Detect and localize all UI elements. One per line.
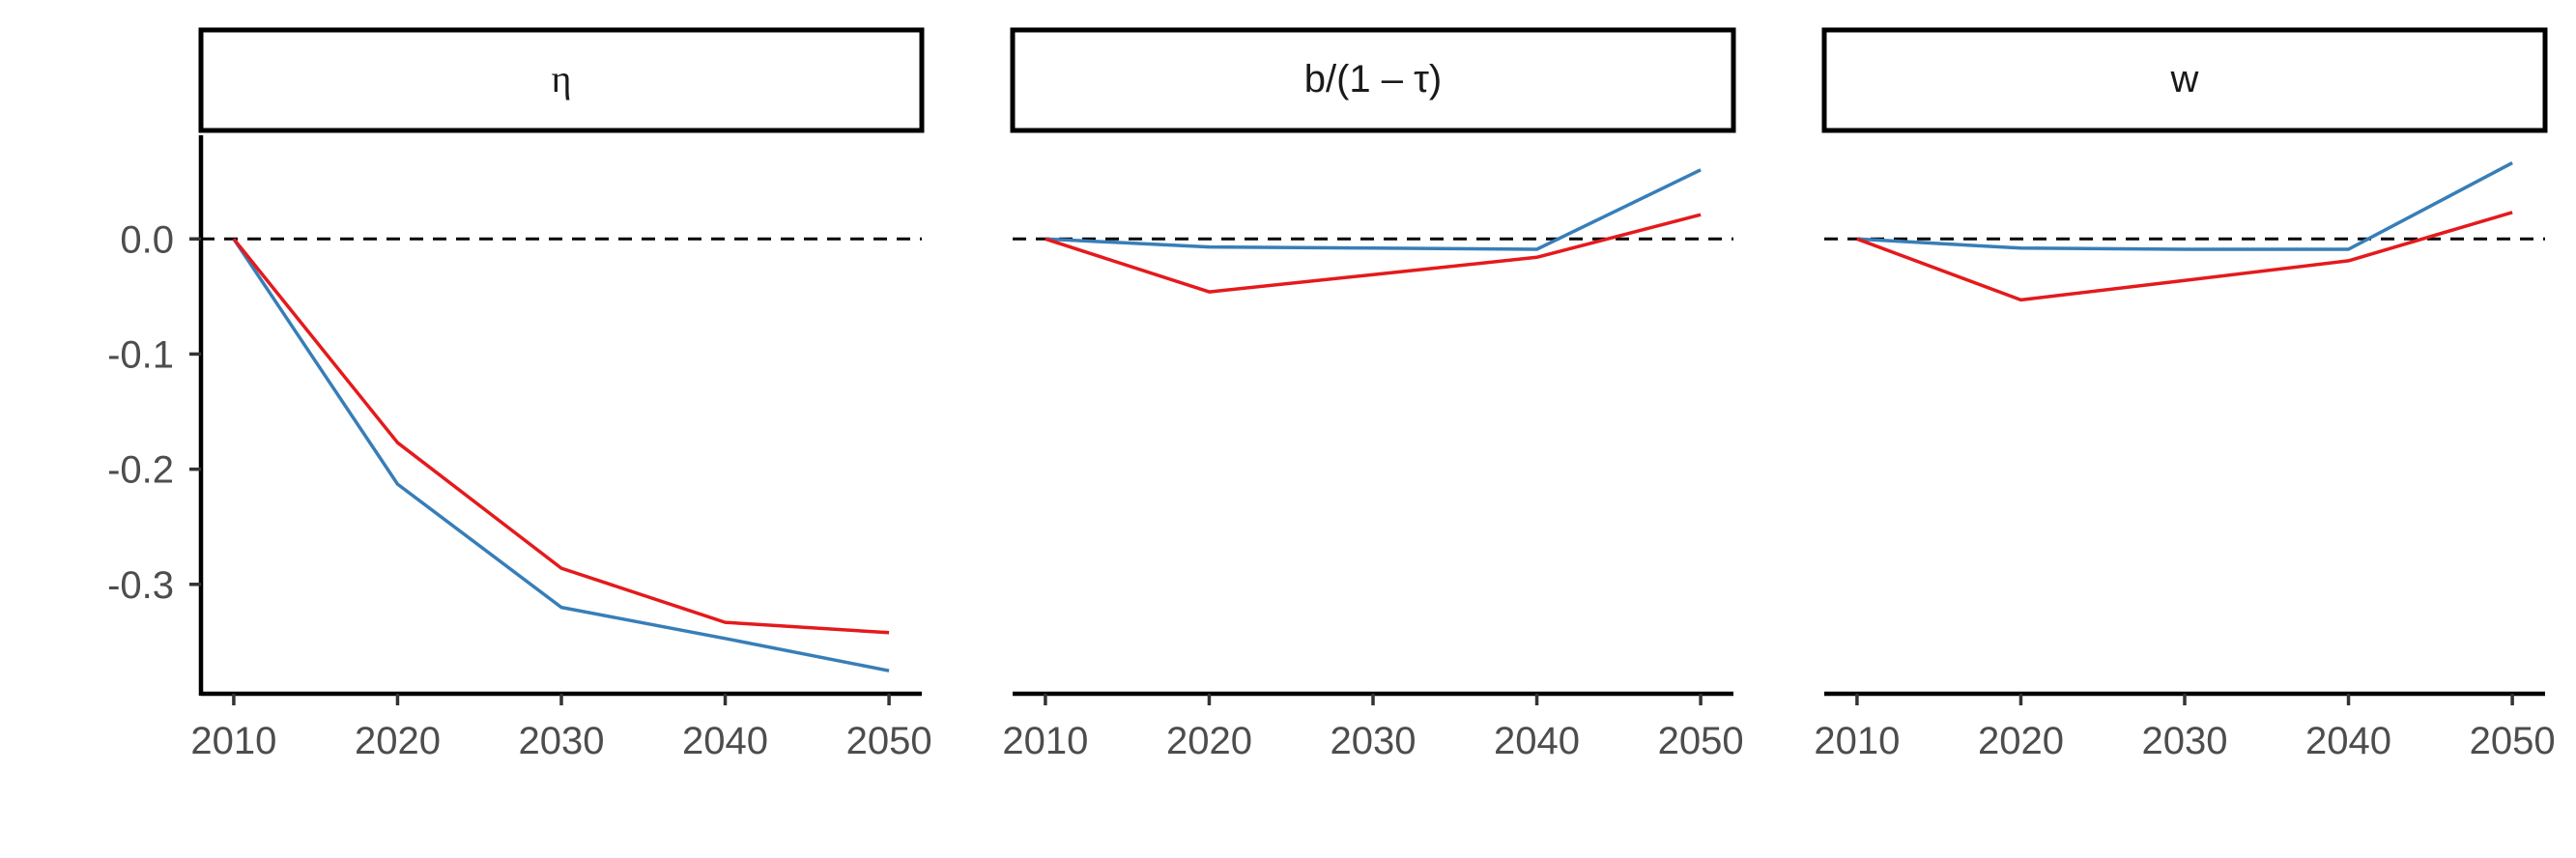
x-tick-label: 2030	[1331, 720, 1417, 762]
facet-1-strip	[198, 27, 925, 133]
y-axis: 0.0 -0.1 -0.2 -0.3	[107, 135, 204, 696]
facet-3-series-blue-line	[1856, 161, 2513, 251]
chart-marks	[189, 161, 2545, 705]
x-tick-label: 2050	[846, 720, 932, 762]
x-tick-label: 2050	[1658, 720, 1744, 762]
y-tick-label: -0.2	[107, 449, 174, 492]
y-tick-label: -0.3	[107, 564, 174, 607]
x-tick-label: 2030	[519, 720, 605, 762]
facet-2-series-red-line	[1045, 213, 1702, 294]
x-tick-label: 2040	[1494, 720, 1580, 762]
facet-3-strip	[1821, 27, 2548, 133]
facet-2-strip-label: b/(1 – τ)	[1304, 58, 1443, 100]
x-tick-label: 2030	[2142, 720, 2228, 762]
facet-2-strip	[1010, 27, 1736, 133]
x-tick-label: 2010	[1814, 720, 1900, 762]
facet-2: b/(1 – τ)	[1010, 27, 1736, 133]
y-tick-label: 0.0	[120, 218, 174, 261]
facet-1-x-axis: 2010 2020 2030 2040 2050	[190, 720, 931, 762]
facet-3-strip-label: w	[2170, 58, 2199, 100]
facet-1-series-red-line	[232, 238, 890, 635]
x-tick-label: 2010	[190, 720, 276, 762]
facet-2-series-blue-line	[1045, 168, 1702, 251]
facet-3: w	[1821, 27, 2548, 133]
x-tick-label: 2020	[1978, 720, 2064, 762]
x-tick-label: 2010	[1002, 720, 1088, 762]
facet-3-x-axis: 2010 2020 2030 2040 2050	[1814, 720, 2555, 762]
x-tick-label: 2040	[682, 720, 768, 762]
x-tick-label: 2040	[2305, 720, 2391, 762]
x-tick-label: 2020	[355, 720, 441, 762]
facet-3-series-red-line	[1856, 211, 2513, 302]
y-tick-label: -0.1	[107, 333, 174, 376]
x-tick-label: 2020	[1166, 720, 1252, 762]
facet-2-x-axis: 2010 2020 2030 2040 2050	[1002, 720, 1743, 762]
facet-1-strip-label: η	[552, 57, 572, 100]
facet-1: η	[198, 27, 925, 133]
facet-1-series-blue-line	[232, 238, 890, 672]
x-tick-label: 2050	[2470, 720, 2556, 762]
